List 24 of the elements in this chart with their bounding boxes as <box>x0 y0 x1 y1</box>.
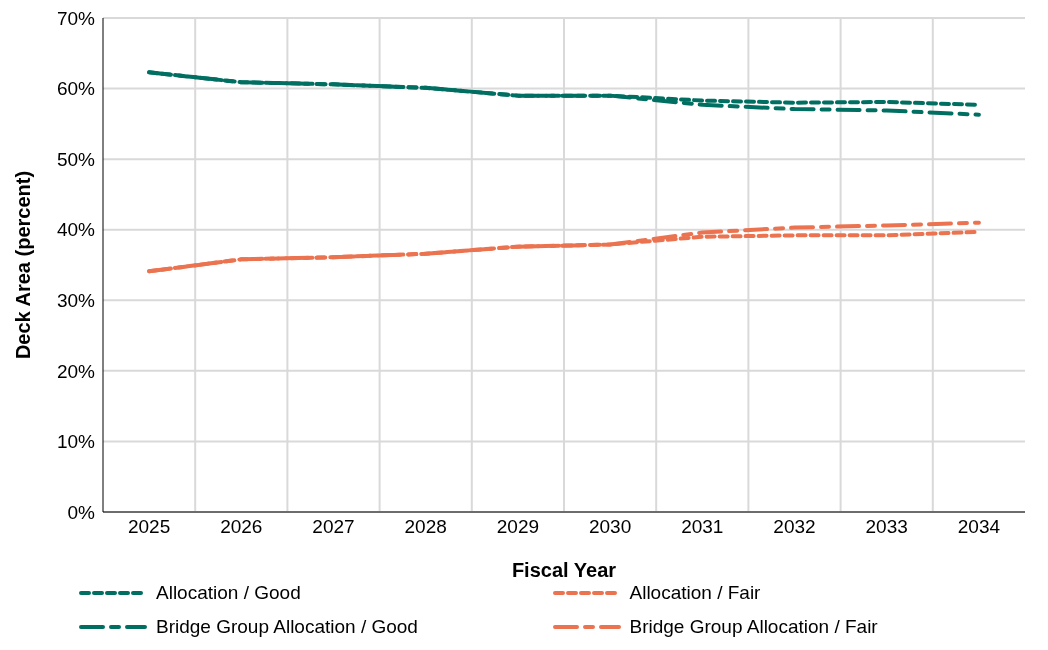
y-tick-label: 30% <box>56 290 96 312</box>
y-tick-label: 60% <box>56 78 96 100</box>
x-tick-label: 2031 <box>681 516 724 538</box>
y-tick-label: 40% <box>56 219 96 241</box>
legend-label: Bridge Group Allocation / Fair <box>629 616 878 638</box>
legend-label: Allocation / Good <box>156 582 301 604</box>
y-tick-label: 0% <box>67 501 96 523</box>
x-tick-label: 2034 <box>957 516 1001 538</box>
legend-label: Bridge Group Allocation / Good <box>156 616 418 638</box>
y-tick-label: 20% <box>56 360 96 382</box>
x-tick-label: 2026 <box>220 516 263 538</box>
x-tick-label: 2029 <box>496 516 540 538</box>
y-axis-title: Deck Area (percent) <box>12 170 35 360</box>
y-tick-label: 70% <box>56 7 96 29</box>
x-tick-label: 2030 <box>588 516 632 538</box>
x-tick-label: 2027 <box>312 516 355 538</box>
x-tick-label: 2033 <box>865 516 908 538</box>
legend-label: Allocation / Fair <box>629 582 761 604</box>
x-tick-label: 2028 <box>404 516 447 538</box>
y-tick-label: 10% <box>56 431 96 453</box>
x-tick-label: 2025 <box>127 516 171 538</box>
x-tick-label: 2032 <box>773 516 816 538</box>
y-tick-label: 50% <box>56 148 96 170</box>
x-axis-title: Fiscal Year <box>511 559 617 581</box>
